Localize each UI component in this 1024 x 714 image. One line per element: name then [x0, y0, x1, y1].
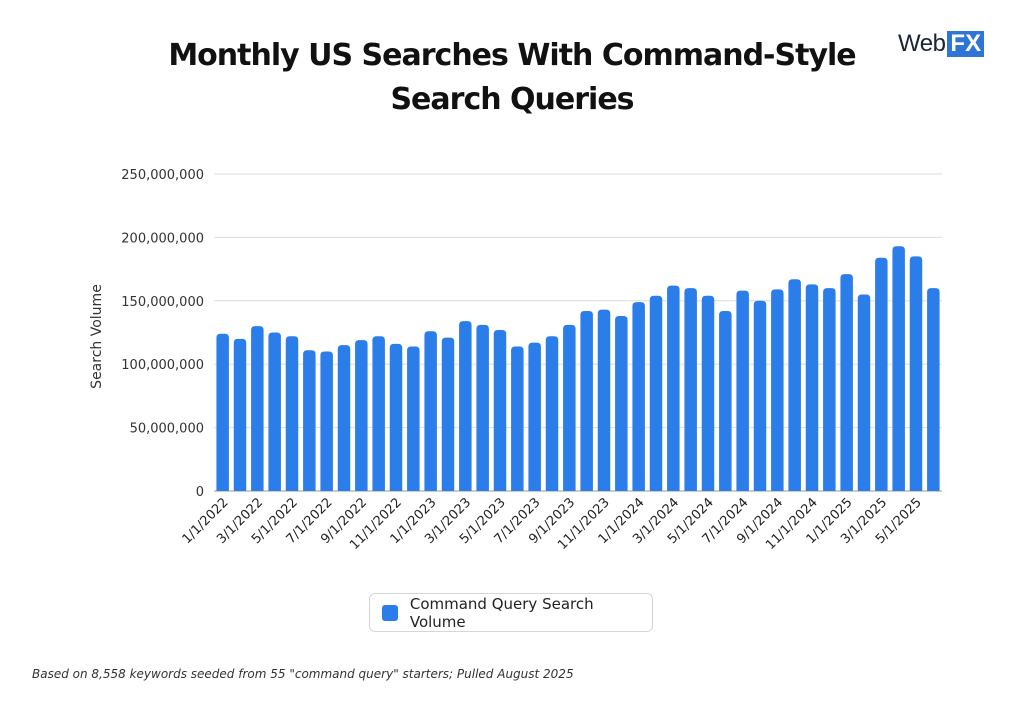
bar-11/1/2024 [805, 284, 819, 491]
bar-3/1/2023 [459, 321, 472, 491]
y-tick-label: 50,000,000 [130, 422, 204, 437]
bar-7/1/2022 [320, 351, 333, 491]
bar-10/1/2023 [580, 310, 593, 491]
bar-7/1/2023 [528, 342, 541, 491]
chart-legend[interactable]: Command Query Search Volume [369, 593, 653, 632]
bar-1/1/2024 [632, 302, 645, 491]
bar-5/1/2023 [493, 329, 507, 491]
bar-6/1/2024 [719, 310, 732, 491]
logo-text-fx: FX [947, 31, 985, 57]
bar-4/1/2022 [268, 332, 281, 491]
chart-title-line-1: Monthly US Searches With Command-Style [168, 38, 856, 73]
chart-title-line-2: Search Queries [390, 82, 634, 117]
bar-2/1/2024 [649, 295, 663, 491]
bar-4/1/2023 [476, 324, 489, 491]
bar-3/1/2022 [251, 326, 264, 491]
webfx-logo: Web FX [898, 30, 985, 58]
bar-6/1/2023 [511, 346, 524, 491]
y-axis-title: Search Volume [89, 284, 105, 389]
bar-10/1/2024 [788, 279, 801, 491]
bar-4/1/2024 [684, 288, 697, 491]
bar-12/1/2023 [615, 316, 628, 491]
bar-2/1/2023 [441, 337, 455, 491]
bar-3/1/2024 [667, 285, 680, 491]
y-tick-label: 200,000,000 [121, 231, 204, 246]
bar-8/1/2022 [337, 345, 351, 491]
logo-text-web: Web [898, 30, 946, 57]
bar-8/1/2024 [753, 300, 767, 491]
bar-6/1/2025 [927, 288, 940, 491]
bar-9/1/2022 [355, 340, 368, 491]
bar-3/1/2025 [875, 257, 888, 491]
legend-label: Command Query Search Volume [409, 594, 594, 631]
chart-title: Monthly US Searches With Command-Style S… [0, 34, 1024, 122]
bar-1/1/2022 [216, 333, 229, 491]
bar-6/1/2022 [303, 350, 316, 491]
footnote: Based on 8,558 keywords seeded from 55 "… [32, 667, 574, 681]
bar-9/1/2023 [563, 324, 576, 491]
legend-swatch [382, 604, 398, 621]
bar-2/1/2025 [857, 294, 871, 491]
bar-7/1/2024 [736, 290, 749, 491]
bar-1/1/2025 [840, 274, 853, 491]
y-tick-label: 250,000,000 [121, 168, 204, 183]
bar-11/1/2023 [597, 309, 611, 491]
bar-5/1/2022 [285, 336, 299, 491]
bar-12/1/2022 [407, 346, 420, 491]
y-tick-label: 0 [196, 485, 204, 500]
bar-8/1/2023 [545, 336, 559, 491]
bar-1/1/2023 [424, 331, 437, 491]
bar-9/1/2024 [771, 289, 784, 491]
bar-11/1/2022 [389, 343, 403, 491]
y-tick-label: 150,000,000 [121, 295, 204, 310]
y-tick-label: 100,000,000 [121, 358, 204, 373]
bar-5/1/2025 [909, 256, 923, 491]
bar-2/1/2022 [233, 338, 247, 491]
bar-12/1/2024 [823, 288, 836, 491]
bar-10/1/2022 [372, 336, 385, 491]
bar-5/1/2024 [701, 295, 715, 491]
bar-4/1/2025 [892, 246, 905, 491]
